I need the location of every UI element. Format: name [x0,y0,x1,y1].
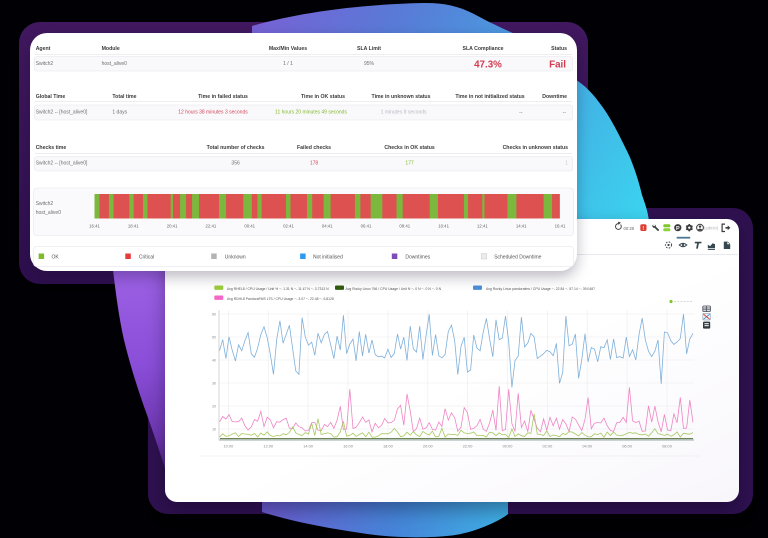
svg-text:Critical: Critical [139,255,154,261]
svg-text:08:41: 08:41 [399,224,410,229]
svg-text:16:00: 16:00 [343,444,354,449]
svg-text:Downtime: Downtime [542,94,567,100]
svg-text:47.3%: 47.3% [474,60,502,71]
svg-text:10:00: 10:00 [224,444,235,449]
svg-text:Status: Status [551,46,567,52]
svg-text:P: P [676,226,680,232]
svg-text:Checks in unknown status: Checks in unknown status [503,145,569,151]
svg-text:178: 178 [310,161,319,167]
svg-text:12:00: 12:00 [263,444,274,449]
svg-text:04:00: 04:00 [582,444,593,449]
svg-text:Checks time: Checks time [36,145,67,151]
svg-text:host_alive0: host_alive0 [36,210,62,216]
svg-text:02:00: 02:00 [543,444,554,449]
svg-text:10: 10 [212,428,216,432]
svg-text:16:41: 16:41 [555,224,566,229]
svg-text:Global Time: Global Time [36,94,66,100]
svg-text:Not initialised: Not initialised [313,255,343,261]
svg-text:Avg Rocky Linux 766 / CPU Usag: Avg Rocky Linux 766 / CPU Usage / Unit N… [346,287,442,291]
svg-text:Downtimes: Downtimes [405,255,430,261]
svg-text:00:41: 00:41 [244,224,255,229]
svg-text:40: 40 [212,359,216,363]
svg-text:Avg RDHL8 PandoraFMS LTS / CPU: Avg RDHL8 PandoraFMS LTS / CPU Usage ~- … [227,297,334,301]
svg-text:14:41: 14:41 [516,224,527,229]
svg-text:SLA Limit: SLA Limit [357,46,381,52]
svg-text:356: 356 [231,161,240,167]
svg-text:14:00: 14:00 [303,444,314,449]
svg-text:20:41: 20:41 [167,224,178,229]
svg-text:Fail: Fail [549,60,566,71]
svg-text:Switch2: Switch2 [36,61,54,67]
svg-text:--: -- [563,110,567,116]
svg-text:Max/Min Values: Max/Min Values [269,46,307,52]
svg-text:04:41: 04:41 [322,224,333,229]
svg-text:Total time: Total time [112,94,136,100]
svg-text:18:00: 18:00 [383,444,394,449]
svg-text:Agent: Agent [36,46,51,52]
svg-text:Switch2: Switch2 [36,201,54,207]
svg-text:SLA Compliance: SLA Compliance [462,46,503,52]
svg-text:60: 60 [212,313,216,317]
svg-text:Time in unknown status: Time in unknown status [372,94,431,100]
svg-text:16:41: 16:41 [89,224,100,229]
svg-text:Avg RHEL8 / CPU Usage / Unit %: Avg RHEL8 / CPU Usage / Unit % ~- 1.31 N… [227,287,329,291]
svg-text:20: 20 [212,405,216,409]
svg-text:22:41: 22:41 [206,224,217,229]
svg-text:--: -- [519,110,523,116]
svg-text:Switch2 -- [host_alive0]: Switch2 -- [host_alive0] [36,161,88,167]
svg-text:18:41: 18:41 [128,224,139,229]
svg-text:Avg Rocky Linux pandorafms / C: Avg Rocky Linux pandorafms / CPU Usage ~… [486,287,595,291]
svg-text:!: ! [642,226,644,232]
svg-text:00:00: 00:00 [503,444,514,449]
svg-text:Time in not initialized status: Time in not initialized status [455,94,524,100]
svg-text:Scheduled Downtime: Scheduled Downtime [494,255,541,261]
svg-text:20:00: 20:00 [423,444,434,449]
svg-text:00:28: 00:28 [624,226,635,231]
svg-text:02:41: 02:41 [283,224,294,229]
svg-text:Unknown: Unknown [225,255,246,261]
svg-text:Time in failed status: Time in failed status [198,94,248,100]
svg-text:95%: 95% [364,61,375,67]
svg-text:11 hours 20 minutes 49 seconds: 11 hours 20 minutes 49 seconds [275,110,347,116]
svg-text:1 days: 1 days [112,110,127,116]
svg-text:(admin): (admin) [704,226,719,231]
svg-text:177: 177 [405,161,414,167]
svg-text:Switch2 -- [host_alive0]: Switch2 -- [host_alive0] [36,110,88,116]
svg-text:30: 30 [212,382,216,386]
svg-text:06:00: 06:00 [622,444,633,449]
svg-text:Total number of checks: Total number of checks [207,145,265,151]
svg-text:12 hours 38 minutes 3 seconds: 12 hours 38 minutes 3 seconds [178,110,248,116]
svg-text:1 minutes 8 seconds: 1 minutes 8 seconds [381,110,427,116]
svg-text:Checks in OK status: Checks in OK status [384,145,435,151]
svg-text:host_alive0: host_alive0 [102,61,128,67]
svg-text:Failed checks: Failed checks [297,145,331,151]
svg-text:22:00: 22:00 [463,444,474,449]
svg-text:50: 50 [212,336,216,340]
svg-text:OK: OK [52,255,60,261]
svg-text:Time in OK status: Time in OK status [301,94,345,100]
svg-text:10:41: 10:41 [438,224,449,229]
svg-text:Module: Module [102,46,120,52]
svg-text:12:41: 12:41 [477,224,488,229]
svg-text:1 / 1: 1 / 1 [283,61,293,67]
svg-text:1: 1 [565,161,568,167]
svg-text:08:00: 08:00 [662,444,673,449]
svg-text:06:41: 06:41 [361,224,372,229]
